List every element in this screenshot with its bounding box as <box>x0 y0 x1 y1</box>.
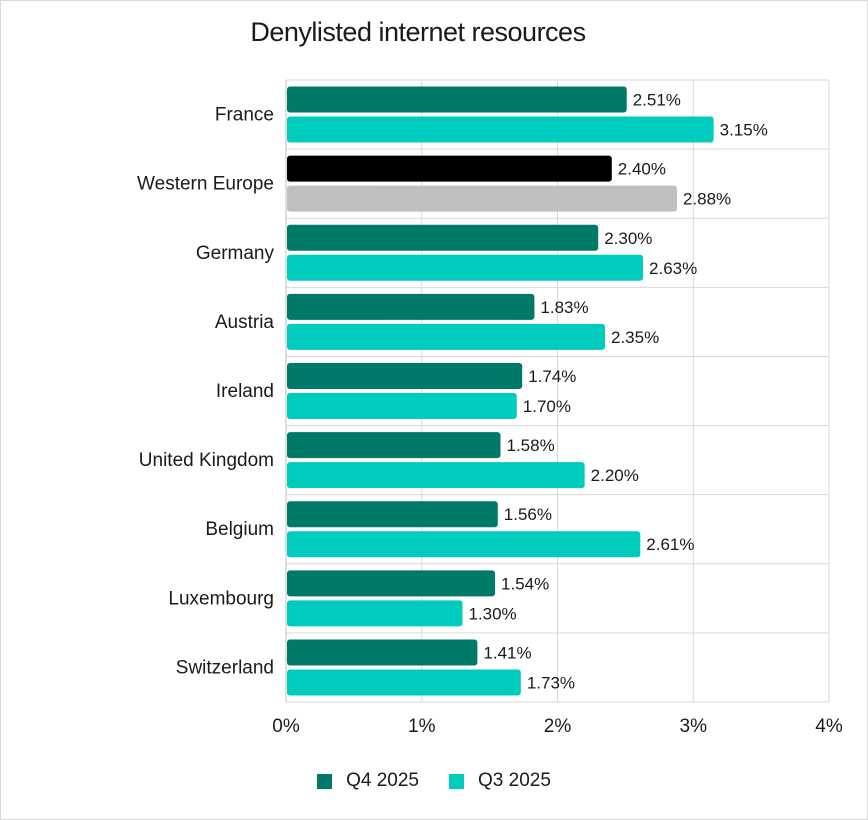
category-label-switzerland: Switzerland <box>176 657 274 678</box>
bar-united-kingdom-q4-2025 <box>287 432 501 459</box>
bar-united-kingdom-q3-2025 <box>287 462 585 489</box>
legend-label-q4: Q4 2025 <box>346 770 419 791</box>
data-label-united-kingdom-q4-2025: 1.58% <box>506 436 554 455</box>
bar-switzerland-q3-2025 <box>287 669 521 696</box>
data-label-switzerland-q3-2025: 1.73% <box>527 673 575 692</box>
data-label-western-europe-q3-2025: 2.88% <box>683 190 731 209</box>
data-label-germany-q4-2025: 2.30% <box>604 229 652 248</box>
bar-ireland-q3-2025 <box>287 393 517 419</box>
legend-item-q4: Q4 2025 <box>317 770 419 792</box>
data-label-austria-q4-2025: 1.83% <box>540 298 588 317</box>
data-label-ireland-q4-2025: 1.74% <box>528 367 576 386</box>
category-label-western-europe: Western Europe <box>137 174 274 195</box>
x-tick-label-1: 1% <box>408 716 436 737</box>
data-label-western-europe-q4-2025: 2.40% <box>618 160 666 179</box>
bar-france-q3-2025 <box>287 116 714 143</box>
chart-legend: Q4 2025 Q3 2025 <box>0 770 868 792</box>
data-label-ireland-q3-2025: 1.70% <box>523 397 571 416</box>
category-label-ireland: Ireland <box>216 381 274 402</box>
data-label-luxembourg-q4-2025: 1.54% <box>501 574 549 593</box>
legend-item-q3: Q3 2025 <box>449 770 551 792</box>
bar-belgium-q3-2025 <box>287 531 641 558</box>
bar-chart: 0% 1% 2% 3% 4% France 2.51% 3.15% Western Europe… <box>137 79 843 737</box>
bar-germany-q4-2025 <box>287 224 599 251</box>
category-label-austria: Austria <box>215 312 275 333</box>
data-label-germany-q3-2025: 2.63% <box>649 259 697 278</box>
data-label-luxembourg-q3-2025: 1.30% <box>468 604 516 623</box>
bar-ireland-q4-2025 <box>287 363 523 389</box>
legend-swatch-q3 <box>449 773 464 789</box>
bar-germany-q3-2025 <box>287 254 644 281</box>
bar-western-europe-q4-2025 <box>287 155 612 182</box>
category-label-united-kingdom: United Kingdom <box>139 450 274 471</box>
bar-austria-q3-2025 <box>287 323 606 350</box>
data-label-united-kingdom-q3-2025: 2.20% <box>591 466 639 485</box>
x-tick-label-2: 2% <box>544 716 572 737</box>
bar-belgium-q4-2025 <box>287 501 498 528</box>
data-label-france-q4-2025: 2.51% <box>633 91 681 110</box>
bar-france-q4-2025 <box>287 86 627 113</box>
chart-title: Denylisted internet resources <box>250 17 586 47</box>
data-label-switzerland-q4-2025: 1.41% <box>483 643 531 662</box>
category-label-belgium: Belgium <box>205 519 274 540</box>
data-label-france-q3-2025: 3.15% <box>720 121 768 140</box>
bar-austria-q4-2025 <box>287 293 535 320</box>
category-label-france: France <box>215 105 274 126</box>
category-label-germany: Germany <box>196 243 275 264</box>
x-tick-label-4: 4% <box>815 716 843 737</box>
category-label-luxembourg: Luxembourg <box>168 588 274 609</box>
data-label-belgium-q3-2025: 2.61% <box>646 535 694 554</box>
bar-luxembourg-q3-2025 <box>287 600 463 627</box>
bar-western-europe-q3-2025 <box>287 185 677 212</box>
bar-switzerland-q4-2025 <box>287 639 478 666</box>
x-tick-label-3: 3% <box>680 716 708 737</box>
legend-swatch-q4 <box>317 773 333 789</box>
x-tick-label-0: 0% <box>272 716 300 737</box>
legend-label-q3: Q3 2025 <box>478 770 551 791</box>
bar-luxembourg-q4-2025 <box>287 570 496 597</box>
data-label-belgium-q4-2025: 1.56% <box>504 505 552 524</box>
data-label-austria-q3-2025: 2.35% <box>611 328 659 347</box>
